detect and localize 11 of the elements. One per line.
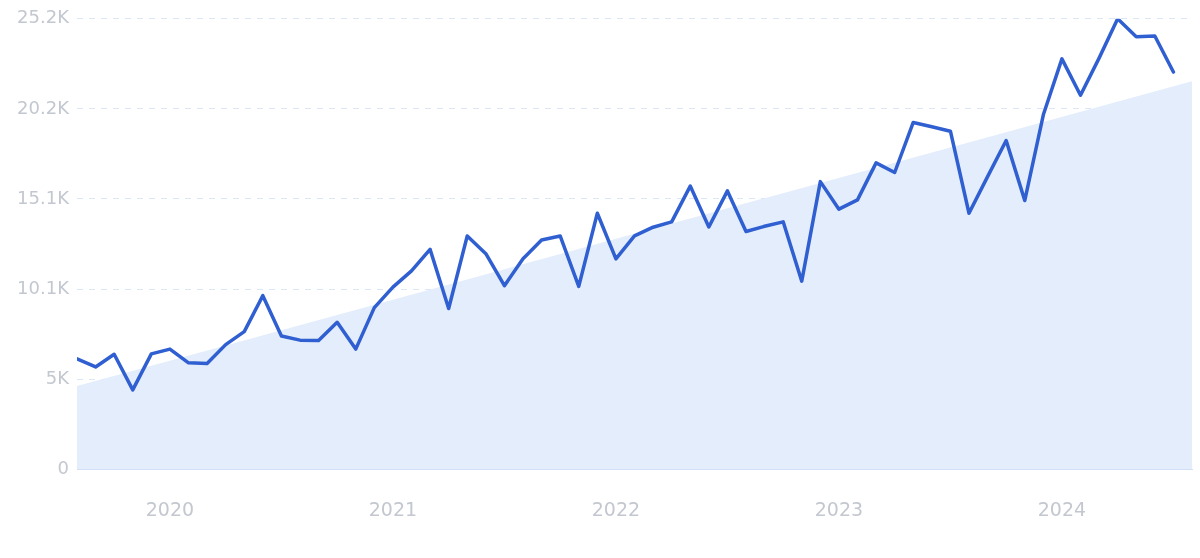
x-tick-label: 2021 — [368, 497, 418, 520]
y-tick-label: 25.2K — [17, 6, 71, 28]
x-tick-label: 2020 — [145, 497, 195, 520]
x-tick-label: 2023 — [814, 497, 864, 520]
y-tick-label: 0 — [57, 456, 69, 478]
y-tick-label: 10.1K — [17, 276, 71, 298]
y-tick-label: 5K — [45, 366, 71, 388]
y-tick-label: 20.2K — [17, 96, 71, 118]
x-tick-label: 2022 — [591, 497, 641, 520]
y-tick-label: 15.1K — [17, 186, 71, 208]
x-tick-label: 2024 — [1037, 497, 1087, 520]
